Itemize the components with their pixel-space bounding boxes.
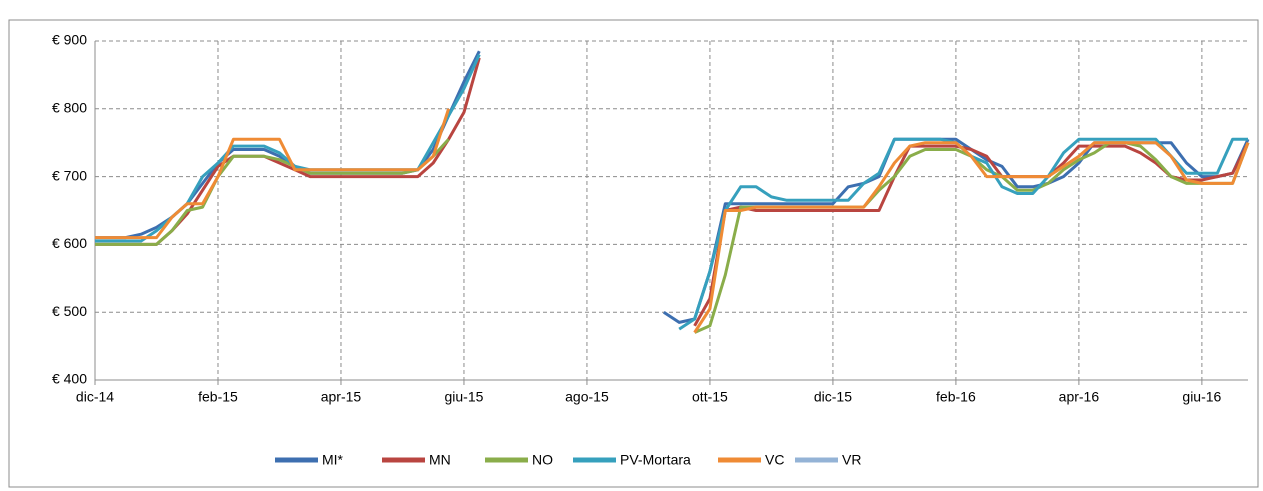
- x-tick-label: feb-15: [198, 389, 238, 405]
- legend-label: MI*: [322, 452, 344, 468]
- x-tick-label: dic-14: [76, 389, 114, 405]
- y-tick-label: € 400: [52, 371, 87, 387]
- series-line: [95, 53, 1248, 331]
- x-tick-label: feb-16: [936, 389, 976, 405]
- x-tick-label: ago-15: [565, 389, 609, 405]
- chart-frame: [8, 19, 1259, 488]
- y-tick-label: € 800: [52, 100, 87, 116]
- y-tick-label: € 900: [52, 32, 87, 48]
- y-tick-label: € 600: [52, 235, 87, 251]
- y-tick-label: € 700: [52, 167, 87, 183]
- x-tick-label: ott-15: [692, 389, 728, 405]
- legend-label: VR: [842, 452, 861, 468]
- x-tick-label: giu-15: [444, 389, 483, 405]
- series-line: [95, 108, 1250, 334]
- legend-label: NO: [532, 452, 553, 468]
- x-tick-label: dic-15: [814, 389, 852, 405]
- x-tick-label: apr-16: [1059, 389, 1100, 405]
- x-tick-label: giu-16: [1182, 389, 1221, 405]
- x-tick-label: apr-15: [321, 389, 362, 405]
- legend-label: PV-Mortara: [620, 452, 691, 468]
- series-line: [95, 57, 1250, 327]
- series-line: [95, 50, 1250, 324]
- legend-label: VC: [765, 452, 784, 468]
- y-tick-label: € 500: [52, 303, 87, 319]
- legend-label: MN: [429, 452, 451, 468]
